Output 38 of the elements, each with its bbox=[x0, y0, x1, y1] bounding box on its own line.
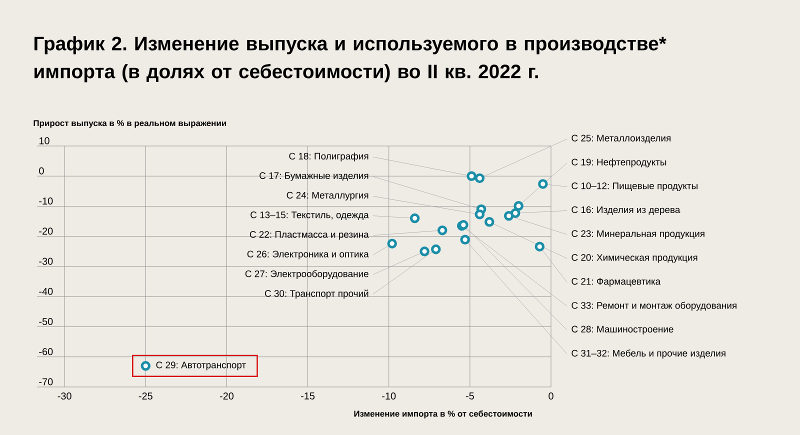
x-axis-title: Изменение импорта в % от себестоимости bbox=[354, 410, 532, 418]
y-tick-label: -70 bbox=[39, 378, 53, 386]
y-tick-label: -10 bbox=[39, 197, 53, 205]
x-tick-label: -30 bbox=[58, 392, 72, 400]
annotation: С 20: Химическая продукция bbox=[572, 254, 698, 263]
annotation: С 17: Бумажные изделия bbox=[260, 172, 368, 181]
annotation: С 18: Полиграфия bbox=[289, 152, 368, 162]
annotation: С 26: Электроника и оптика bbox=[247, 250, 369, 260]
annotation: С 16: Изделия из дерева bbox=[572, 206, 680, 215]
annotation: С 29: Автотранспорт bbox=[156, 362, 246, 370]
x-tick-label: -15 bbox=[301, 392, 315, 400]
annotation: С 24: Металлургия bbox=[286, 192, 368, 200]
x-tick-label: 0 bbox=[548, 392, 554, 400]
annotation: С 28: Машиностроение bbox=[572, 326, 674, 334]
y-tick-label: -40 bbox=[39, 288, 53, 295]
x-tick-label: -25 bbox=[138, 392, 152, 400]
annotation: С 33: Ремонт и монтаж оборудования bbox=[572, 302, 736, 311]
annotation: С 31–32: Мебель и прочие изделия bbox=[572, 350, 726, 358]
annotation: С 27: Электрооборудование bbox=[245, 270, 368, 280]
annotation: С 23: Минеральная продукция bbox=[572, 230, 704, 239]
annotation: С 10–12: Пищевые продукты bbox=[572, 182, 698, 192]
x-tick-label: -10 bbox=[382, 392, 396, 400]
y-tick-label: -50 bbox=[39, 318, 53, 326]
y-tick-label: -20 bbox=[39, 228, 53, 235]
annotation: С 25: Металлоизделия bbox=[572, 134, 670, 144]
x-tick-label: -5 bbox=[466, 392, 474, 400]
annotation: С 19: Нефтепродукты bbox=[572, 158, 666, 168]
annotation: С 21: Фармацевтика bbox=[572, 278, 661, 287]
chart-title: График 2. Изменение выпуска и используемого в производстве* импорта (в долях от себестоимости) во II кв. 2022 г. bbox=[34, 36, 666, 82]
annotation: С 13–15: Текстиль, одежда bbox=[250, 212, 369, 220]
annotation: С 30: Транспорт прочий bbox=[264, 290, 368, 299]
y-tick-label: -60 bbox=[39, 348, 53, 356]
y-axis-title: Прирост выпуска в % в реальном выражении bbox=[34, 120, 226, 128]
annotation: С 22: Пластмасса и резина bbox=[250, 231, 369, 240]
y-tick-label: 0 bbox=[39, 167, 44, 174]
y-tick-label: -30 bbox=[39, 258, 53, 265]
x-tick-label: -20 bbox=[220, 392, 234, 400]
y-tick-label: 10 bbox=[39, 137, 50, 144]
